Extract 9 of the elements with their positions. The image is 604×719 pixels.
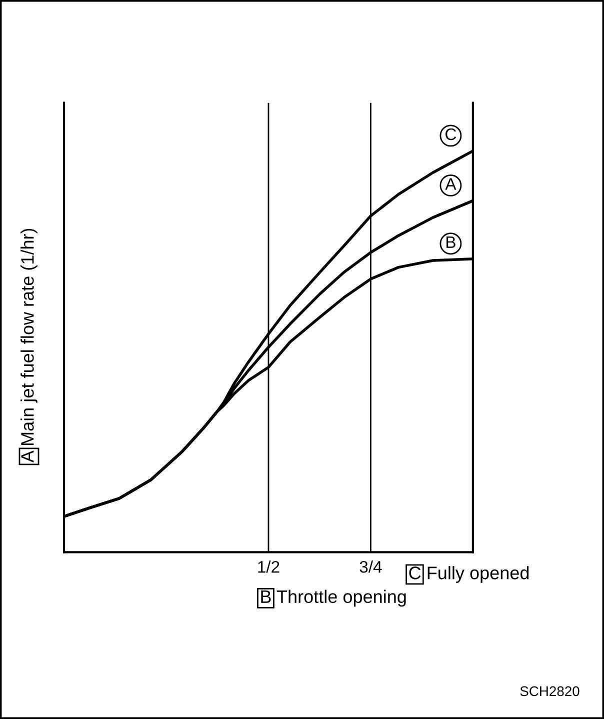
y-axis-title: A Main jet fuel flow rate (1/hr) <box>20 228 38 462</box>
text: SCH2820 <box>520 686 580 696</box>
x-tick-label: 1/2 <box>258 560 280 573</box>
series-label: B <box>446 236 456 248</box>
x-axis-title: B Throttle opening <box>261 590 406 607</box>
series-label: A <box>445 178 456 190</box>
series-label: C <box>446 128 456 140</box>
x-tick-label: 3/4 <box>360 560 382 573</box>
text: C Fully opened <box>409 566 529 583</box>
